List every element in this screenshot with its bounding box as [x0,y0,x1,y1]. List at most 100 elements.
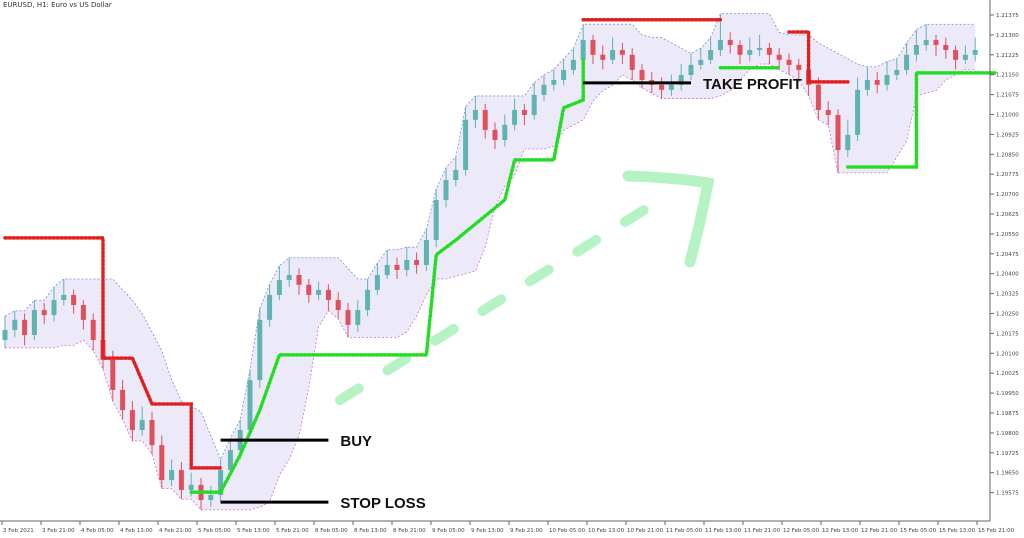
x-tick-label: 5 Feb 13:00 [237,528,270,534]
candle-body [913,44,919,55]
support-dots [189,58,585,494]
candle-body [374,275,380,290]
x-tick-label: 9 Feb 13:00 [471,528,504,534]
candle-body [169,470,175,481]
candle-body [953,50,959,60]
candle-body [943,44,949,51]
candle-body [61,294,67,300]
candle-body [227,450,233,471]
candle-body [325,289,331,300]
candle-body [492,129,498,140]
candle-body [159,445,165,481]
candle-body [521,109,527,116]
candle-body [747,50,753,55]
candle-body [698,59,704,65]
candle-body [2,329,8,341]
channel-upper [4,13,976,461]
y-tick-label: 1.20925 [996,132,1019,138]
y-tick-label: 1.19725 [996,451,1019,457]
x-tick-label: 12 Feb 13:00 [822,528,859,534]
candle-body [668,84,674,90]
candle-body [31,310,37,335]
x-tick-label: 5 Feb 21:00 [276,528,309,534]
candle-body [757,47,763,51]
x-tick-label: 11 Feb 05:00 [666,528,703,534]
candle-body [923,39,929,45]
candle-body [433,199,439,241]
candle-body [688,64,694,75]
candle-body [855,89,861,135]
candle-body [394,264,400,270]
candle-body [874,80,880,85]
candle-body [414,259,420,265]
channel-lower [5,63,976,511]
x-tick-label: 11 Feb 13:00 [705,528,742,534]
y-tick-label: 1.20325 [996,292,1019,298]
y-tick-label: 1.19575 [996,491,1019,497]
y-tick-label: 1.21075 [996,93,1019,99]
candle-body [894,69,900,75]
candle-body [561,69,567,81]
y-tick-label: 1.20175 [996,331,1019,337]
candle-body [678,74,684,85]
candle-body [41,310,47,316]
candle-body [884,74,890,85]
y-tick-label: 1.21000 [996,113,1019,119]
annotation-label: STOP LOSS [340,495,425,512]
candle-body [355,310,361,325]
x-tick-label: 15 Feb 13:00 [939,528,976,534]
x-tick-label: 4 Feb 05:00 [81,528,114,534]
x-tick-label: 9 Feb 21:00 [510,528,543,534]
candle-body [904,54,910,70]
candle-body [629,54,635,70]
candle-body [590,39,596,55]
candle-body [708,50,714,60]
support-dots [846,71,997,169]
candle-body [51,299,57,316]
candles [2,13,978,510]
candle-body [208,494,214,501]
candle-body [531,94,537,116]
candle-body [737,44,743,55]
candle-body [972,50,978,55]
candle-body [335,299,341,311]
y-tick-label: 1.21225 [996,53,1019,59]
indicator-levels [3,18,997,494]
x-tick-label: 8 Feb 05:00 [315,528,348,534]
candle-body [502,124,508,140]
candle-body [619,50,625,55]
candle-body [835,115,841,151]
y-tick-label: 1.20625 [996,212,1019,218]
candle-body [727,39,733,45]
y-tick-label: 1.21150 [996,73,1019,79]
candle-body [659,84,665,90]
y-tick-label: 1.21375 [996,13,1019,19]
candle-body [218,470,224,495]
candle-body [129,410,135,430]
annotation-label: TAKE PROFIT [703,76,802,93]
candle-body [776,54,782,60]
candle-body [188,484,194,490]
x-tick-label: 11 Feb 21:00 [744,528,781,534]
candle-body [786,59,792,65]
candle-body [345,310,351,325]
candle-body [404,259,410,270]
candle-body [286,275,292,281]
x-tick-label: 8 Feb 21:00 [393,528,426,534]
candle-body [423,240,429,265]
candle-body [90,319,96,341]
y-tick-label: 1.21300 [996,33,1019,39]
x-tick-label: 10 Feb 13:00 [588,528,625,534]
candle-body [267,294,273,320]
candle-body [22,319,28,335]
candle-body [512,109,518,125]
annotations: BUY STOP LOSS TAKE PROFIT [220,76,802,512]
x-tick-label: 5 Feb 05:00 [198,528,231,534]
candle-body [482,109,488,130]
chart-window-title: EURUSD, H1: Euro vs US Dollar [3,1,112,9]
resistance-dots [787,30,850,84]
annotation-label: BUY [340,433,372,450]
y-tick-label: 1.20025 [996,371,1019,377]
y-tick-label: 1.20400 [996,272,1019,278]
